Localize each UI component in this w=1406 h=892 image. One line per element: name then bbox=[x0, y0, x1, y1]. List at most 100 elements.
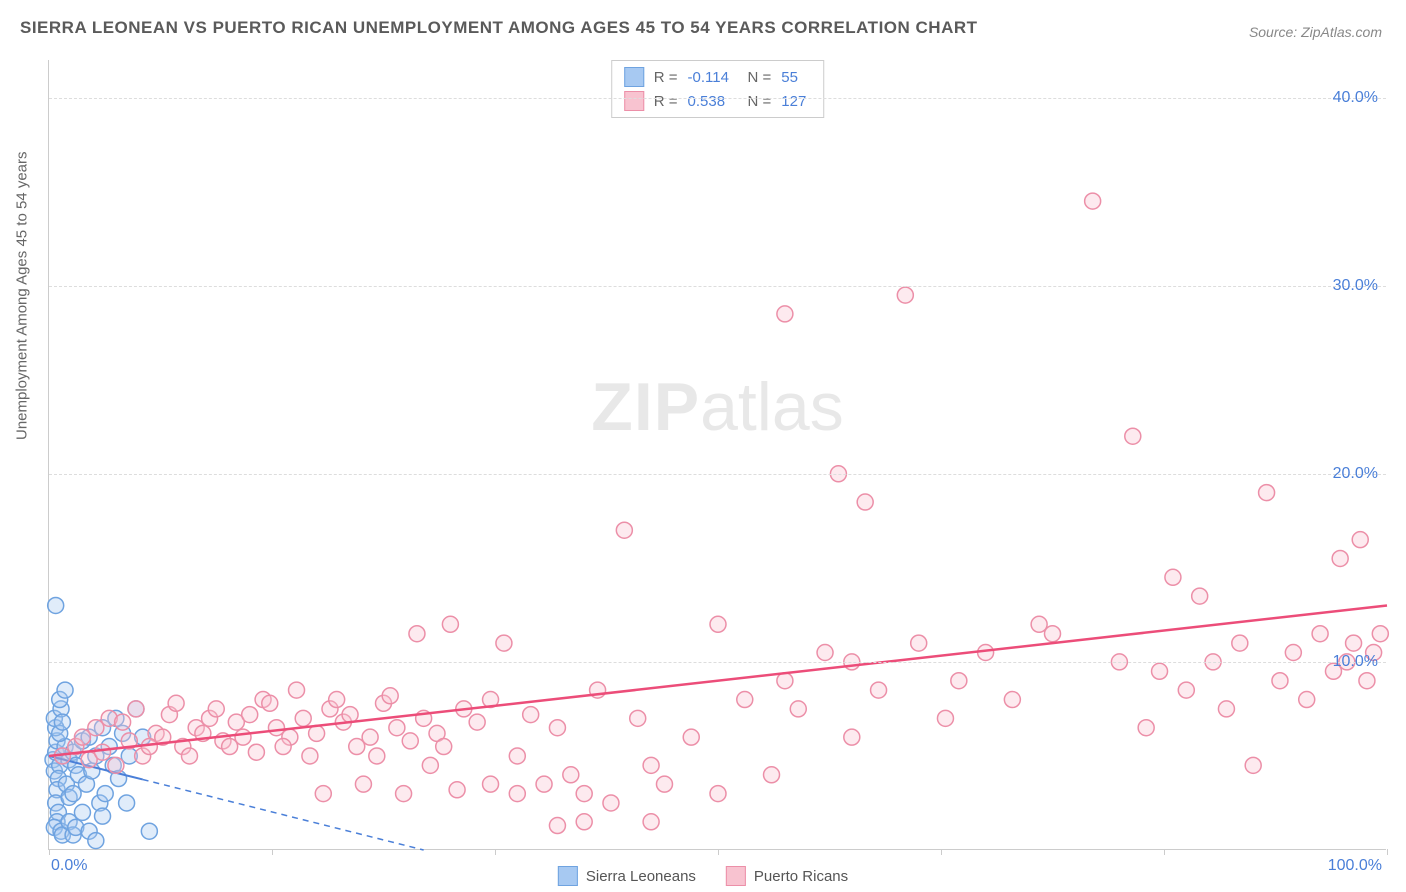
chart-svg bbox=[49, 60, 1386, 849]
scatter-point bbox=[469, 714, 485, 730]
scatter-point bbox=[1085, 193, 1101, 209]
scatter-point bbox=[1218, 701, 1234, 717]
stats-box: R =-0.114N =55R =0.538N =127 bbox=[611, 60, 825, 118]
scatter-point bbox=[119, 795, 135, 811]
scatter-point bbox=[483, 776, 499, 792]
scatter-point bbox=[115, 714, 131, 730]
scatter-point bbox=[576, 814, 592, 830]
scatter-point bbox=[496, 635, 512, 651]
scatter-point bbox=[57, 682, 73, 698]
scatter-point bbox=[630, 710, 646, 726]
scatter-point bbox=[402, 733, 418, 749]
x-tick-mark bbox=[718, 849, 719, 855]
scatter-point bbox=[1259, 485, 1275, 501]
scatter-point bbox=[242, 707, 258, 723]
gridline-horizontal bbox=[49, 662, 1386, 663]
y-tick-label: 10.0% bbox=[1333, 653, 1378, 671]
y-tick-label: 40.0% bbox=[1333, 89, 1378, 107]
scatter-point bbox=[315, 786, 331, 802]
scatter-point bbox=[710, 616, 726, 632]
scatter-point bbox=[764, 767, 780, 783]
scatter-point bbox=[141, 823, 157, 839]
scatter-point bbox=[509, 786, 525, 802]
scatter-point bbox=[844, 729, 860, 745]
scatter-point bbox=[536, 776, 552, 792]
scatter-point bbox=[1372, 626, 1388, 642]
scatter-point bbox=[449, 782, 465, 798]
stats-r-value: -0.114 bbox=[688, 69, 738, 86]
scatter-point bbox=[289, 682, 305, 698]
y-tick-label: 20.0% bbox=[1333, 465, 1378, 483]
scatter-point bbox=[1192, 588, 1208, 604]
scatter-point bbox=[208, 701, 224, 717]
scatter-point bbox=[1346, 635, 1362, 651]
scatter-point bbox=[396, 786, 412, 802]
scatter-point bbox=[275, 739, 291, 755]
gridline-horizontal bbox=[49, 474, 1386, 475]
scatter-point bbox=[857, 494, 873, 510]
scatter-point bbox=[409, 626, 425, 642]
stats-n-value: 127 bbox=[781, 93, 811, 110]
scatter-point bbox=[1272, 673, 1288, 689]
scatter-point bbox=[382, 688, 398, 704]
stats-swatch bbox=[624, 67, 644, 87]
scatter-point bbox=[262, 695, 278, 711]
scatter-point bbox=[355, 776, 371, 792]
scatter-point bbox=[295, 710, 311, 726]
scatter-point bbox=[95, 744, 111, 760]
scatter-point bbox=[442, 616, 458, 632]
scatter-point bbox=[643, 814, 659, 830]
legend-swatch bbox=[726, 866, 746, 886]
scatter-point bbox=[1045, 626, 1061, 642]
scatter-point bbox=[1178, 682, 1194, 698]
scatter-point bbox=[97, 786, 113, 802]
scatter-point bbox=[422, 757, 438, 773]
scatter-point bbox=[88, 833, 104, 849]
scatter-point bbox=[817, 645, 833, 661]
legend-swatch bbox=[558, 866, 578, 886]
x-tick-mark bbox=[941, 849, 942, 855]
scatter-point bbox=[436, 739, 452, 755]
scatter-point bbox=[329, 692, 345, 708]
scatter-point bbox=[616, 522, 632, 538]
scatter-point bbox=[549, 720, 565, 736]
source-attribution: Source: ZipAtlas.com bbox=[1249, 24, 1382, 40]
stats-swatch bbox=[624, 91, 644, 111]
legend: Sierra LeoneansPuerto Ricans bbox=[558, 866, 848, 886]
stats-r-label: R = bbox=[654, 69, 678, 86]
gridline-horizontal bbox=[49, 286, 1386, 287]
scatter-point bbox=[128, 701, 144, 717]
scatter-point bbox=[74, 804, 90, 820]
scatter-point bbox=[1352, 532, 1368, 548]
scatter-point bbox=[54, 714, 70, 730]
scatter-point bbox=[777, 673, 793, 689]
x-tick-mark bbox=[495, 849, 496, 855]
scatter-point bbox=[1359, 673, 1375, 689]
scatter-point bbox=[1138, 720, 1154, 736]
scatter-point bbox=[777, 306, 793, 322]
chart-title: SIERRA LEONEAN VS PUERTO RICAN UNEMPLOYM… bbox=[20, 18, 978, 38]
x-tick-mark bbox=[49, 849, 50, 855]
scatter-point bbox=[911, 635, 927, 651]
scatter-point bbox=[1004, 692, 1020, 708]
scatter-point bbox=[95, 808, 111, 824]
scatter-point bbox=[523, 707, 539, 723]
scatter-point bbox=[1165, 569, 1181, 585]
stats-n-label: N = bbox=[748, 93, 772, 110]
legend-label: Sierra Leoneans bbox=[586, 868, 696, 885]
scatter-point bbox=[710, 786, 726, 802]
stats-row: R =0.538N =127 bbox=[624, 89, 812, 113]
trend-line-dashed bbox=[143, 779, 424, 850]
scatter-point bbox=[248, 744, 264, 760]
scatter-point bbox=[937, 710, 953, 726]
plot-area: ZIPatlas R =-0.114N =55R =0.538N =127 10… bbox=[48, 60, 1386, 850]
scatter-point bbox=[168, 695, 184, 711]
scatter-point bbox=[737, 692, 753, 708]
stats-n-value: 55 bbox=[781, 69, 811, 86]
scatter-point bbox=[790, 701, 806, 717]
scatter-point bbox=[362, 729, 378, 745]
scatter-point bbox=[1125, 428, 1141, 444]
stats-n-label: N = bbox=[748, 69, 772, 86]
scatter-point bbox=[1152, 663, 1168, 679]
scatter-point bbox=[951, 673, 967, 689]
